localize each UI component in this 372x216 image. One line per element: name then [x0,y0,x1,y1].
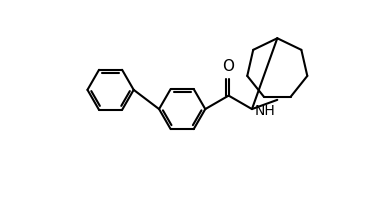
Text: NH: NH [254,104,275,118]
Text: O: O [222,59,235,74]
